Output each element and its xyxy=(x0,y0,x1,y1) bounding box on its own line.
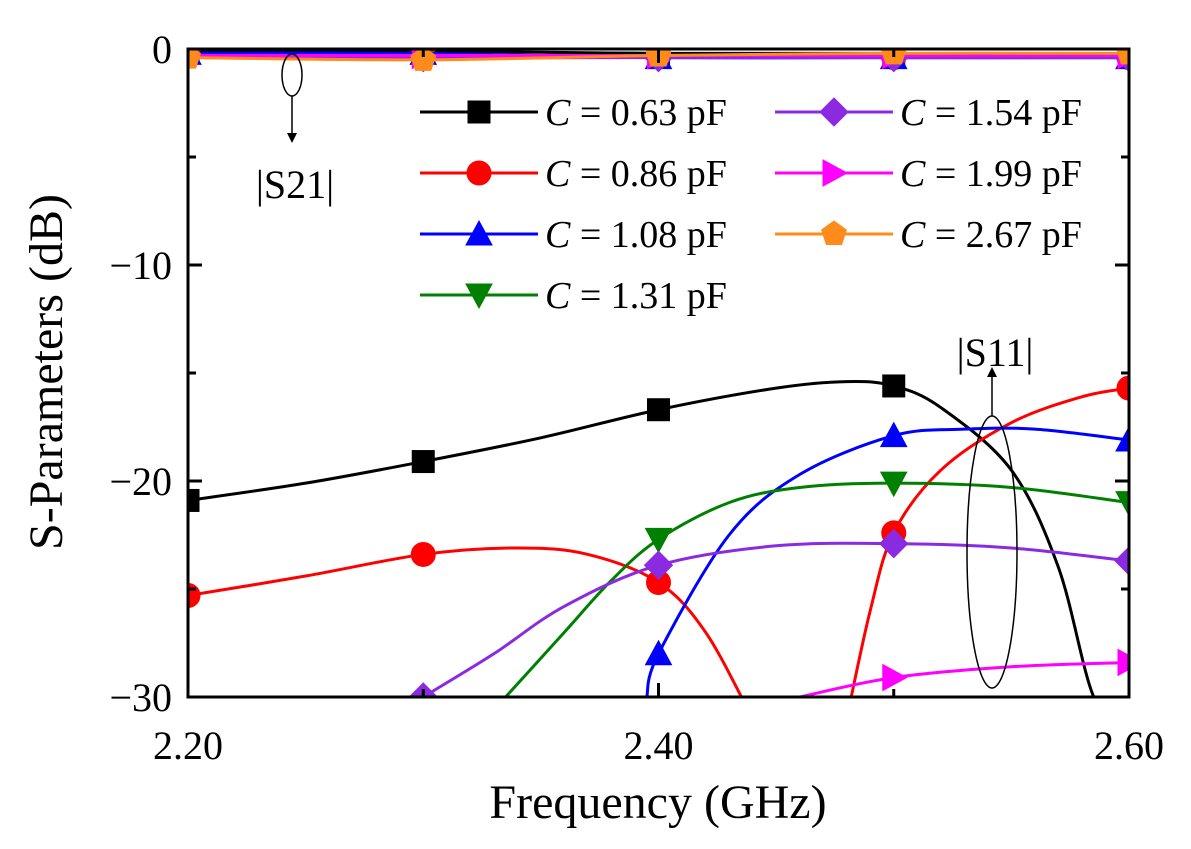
s11-annotation: |S11| xyxy=(957,330,1034,689)
tick-labels-layer: 2.20 2.40 2.60 0 −10 −20 −30 xyxy=(109,27,1164,768)
s11-point-1-54-pf xyxy=(1114,546,1129,576)
legend-variable: C xyxy=(900,92,926,134)
s11-point-1-54-pf xyxy=(643,550,674,580)
legend-equals: = xyxy=(925,214,965,256)
legend-equals: = xyxy=(925,92,965,134)
legend-equals: = xyxy=(570,92,610,134)
s11-point-0-86-pf xyxy=(1116,375,1129,401)
legend-variable: C xyxy=(545,92,571,134)
s11-point-1-54-pf xyxy=(879,528,909,559)
legend-marker xyxy=(821,220,847,246)
s11-point-1-31-pf xyxy=(879,471,908,498)
legend-entry-1-54-pf: C = 1.54 pF xyxy=(775,92,1082,134)
legend-entry-1-99-pf: C = 1.99 pF xyxy=(775,153,1082,195)
x-tick-label: 2.60 xyxy=(1094,723,1164,768)
legend-value: 0.63 pF xyxy=(611,92,727,134)
legend: C = 0.63 pFC = 0.86 pFC = 1.08 pFC = 1.3… xyxy=(420,92,1082,317)
legend-marker xyxy=(467,100,491,124)
x-tick-label: 2.20 xyxy=(153,723,223,768)
s11-line-0-86-pf xyxy=(188,546,744,697)
legend-variable: C xyxy=(545,153,571,195)
s11-point-0-63-pf xyxy=(647,398,670,422)
legend-entry-0-86-pf: C = 0.86 pF xyxy=(420,153,727,195)
legend-entry-1-08-pf: C = 1.08 pF xyxy=(420,214,727,256)
s11-point-1-99-pf xyxy=(882,663,908,692)
legend-label: C = 0.86 pF xyxy=(545,153,727,195)
legend-label: C = 1.08 pF xyxy=(545,214,727,256)
s21-point-2-67-pf xyxy=(410,49,437,71)
y-tick-label: −30 xyxy=(109,675,172,720)
legend-variable: C xyxy=(545,275,571,317)
s11-point-1-08-pf xyxy=(644,639,673,666)
legend-value: 1.54 pF xyxy=(966,92,1082,134)
s11-point-1-99-pf xyxy=(1117,648,1129,677)
s11-point-0-86-pf xyxy=(410,541,436,567)
s11-line-1-54-pf xyxy=(422,541,1129,697)
y-tick-label: −20 xyxy=(109,459,172,504)
s21-point-2-67-pf xyxy=(1116,49,1129,65)
s11-label: |S11| xyxy=(957,330,1034,375)
s11-point-1-31-pf xyxy=(644,527,673,554)
legend-marker xyxy=(466,160,492,186)
legend-label: C = 0.63 pF xyxy=(545,92,727,134)
s21-label: |S21| xyxy=(256,162,334,207)
legend-value: 1.31 pF xyxy=(611,275,727,317)
y-axis-title: S-Parameters (dB) xyxy=(20,194,73,550)
legend-value: 0.86 pF xyxy=(611,153,727,195)
legend-label: C = 1.31 pF xyxy=(545,275,727,317)
s11-line-1-99-pf xyxy=(799,660,1129,697)
legend-entry-1-31-pf: C = 1.31 pF xyxy=(420,275,727,317)
s11-point-0-63-pf xyxy=(882,374,906,398)
legend-marker xyxy=(819,97,849,127)
legend-value: 2.67 pF xyxy=(966,214,1082,256)
legend-entry-2-67-pf: C = 2.67 pF xyxy=(775,214,1082,256)
legend-label: C = 2.67 pF xyxy=(900,214,1082,256)
legend-label: C = 1.99 pF xyxy=(900,153,1082,195)
legend-equals: = xyxy=(925,153,965,195)
legend-value: 1.99 pF xyxy=(966,153,1082,195)
legend-label: C = 1.54 pF xyxy=(900,92,1082,134)
s11-point-0-63-pf xyxy=(411,450,435,474)
legend-equals: = xyxy=(570,275,610,317)
legend-value: 1.08 pF xyxy=(611,214,727,256)
s21-point-2-67-pf xyxy=(188,49,201,69)
legend-equals: = xyxy=(570,153,610,195)
legend-equals: = xyxy=(570,214,610,256)
y-tick-label: −10 xyxy=(109,243,172,288)
s11-point-1-08-pf xyxy=(1115,425,1129,452)
s21-annotation: |S21| xyxy=(256,53,334,207)
s11-point-0-63-pf xyxy=(188,488,200,512)
legend-marker xyxy=(465,219,493,246)
s11-point-1-31-pf xyxy=(1115,491,1129,517)
legend-variable: C xyxy=(545,214,571,256)
s11-line-1-08-pf xyxy=(645,426,1129,697)
legend-variable: C xyxy=(900,153,926,195)
s11-line-0-86-pf xyxy=(849,386,1129,697)
legend-marker xyxy=(822,159,849,187)
y-tick-label: 0 xyxy=(152,27,172,72)
legend-marker xyxy=(465,283,493,310)
x-tick-label: 2.40 xyxy=(624,723,694,768)
s11-line-1-31-pf xyxy=(504,481,1129,697)
legend-entry-0-63-pf: C = 0.63 pF xyxy=(420,92,727,134)
legend-variable: C xyxy=(900,214,926,256)
x-axis-title: Frequency (GHz) xyxy=(489,776,826,829)
s11-point-1-08-pf xyxy=(879,421,908,448)
ticks-layer xyxy=(186,47,1131,699)
